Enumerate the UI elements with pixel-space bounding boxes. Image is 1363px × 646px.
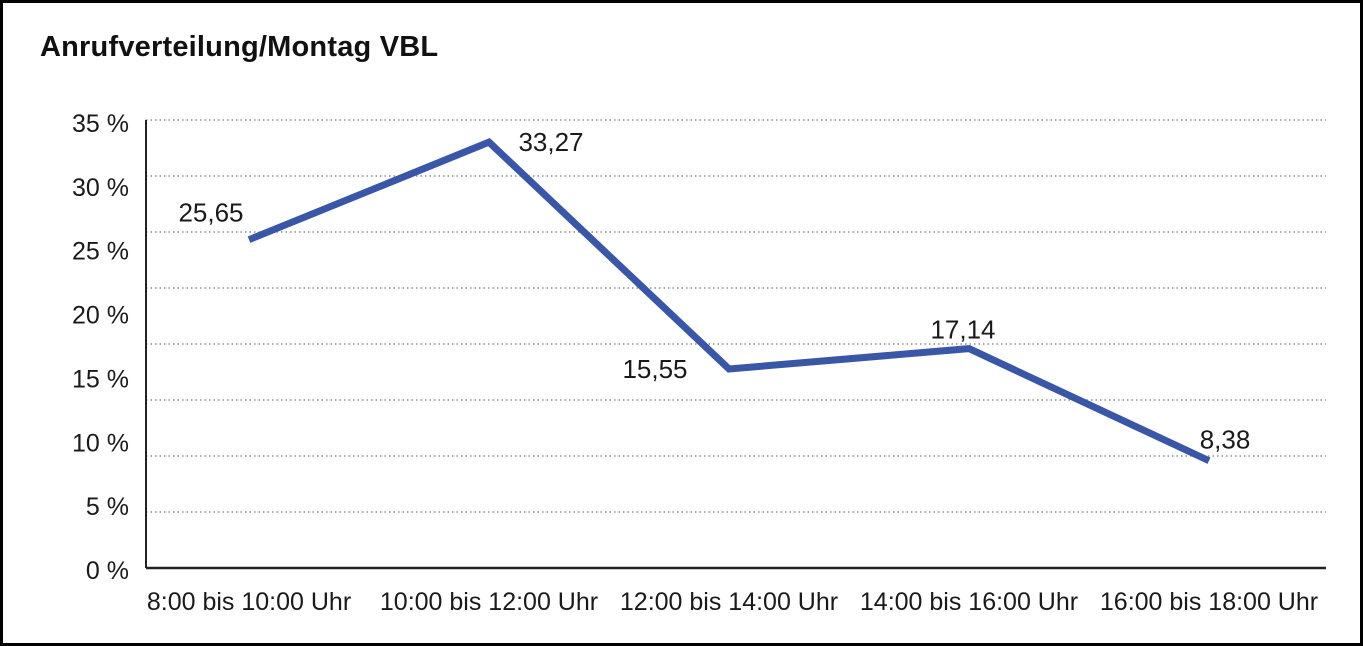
- x-tick-label: 14:00 bis 16:00 Uhr: [860, 588, 1078, 616]
- y-tick-label: 25 %: [72, 238, 129, 266]
- y-tick-label: 15 %: [72, 365, 129, 393]
- data-line: [247, 138, 1211, 464]
- line-chart: 35 % 30 % 25 % 20 % 15 % 10 % 5 % 0 % 8:00 bis 1…: [72, 110, 1326, 616]
- y-tick-label: 20 %: [72, 302, 129, 330]
- y-tick-label: 0 %: [86, 557, 129, 585]
- chart-title: Anrufverteilung/Montag VBL: [40, 31, 439, 63]
- x-tick-label: 16:00 bis 18:00 Uhr: [1100, 588, 1318, 616]
- data-point-label: 33,27: [518, 127, 583, 157]
- y-tick-label: 5 %: [86, 493, 129, 521]
- y-tick-label: 30 %: [72, 174, 129, 202]
- x-tick-label: 10:00 bis 12:00 Uhr: [380, 588, 598, 616]
- y-tick-label: 35 %: [72, 110, 129, 138]
- x-tick-label: 8:00 bis 10:00 Uhr: [147, 588, 351, 616]
- y-tick-label: 10 %: [72, 429, 129, 457]
- data-point-label: 15,55: [622, 354, 687, 384]
- data-point-label: 25,65: [178, 198, 243, 228]
- data-point-label: 17,14: [930, 315, 995, 345]
- x-tick-label: 12:00 bis 14:00 Uhr: [620, 588, 838, 616]
- data-point-label: 8,38: [1200, 425, 1251, 455]
